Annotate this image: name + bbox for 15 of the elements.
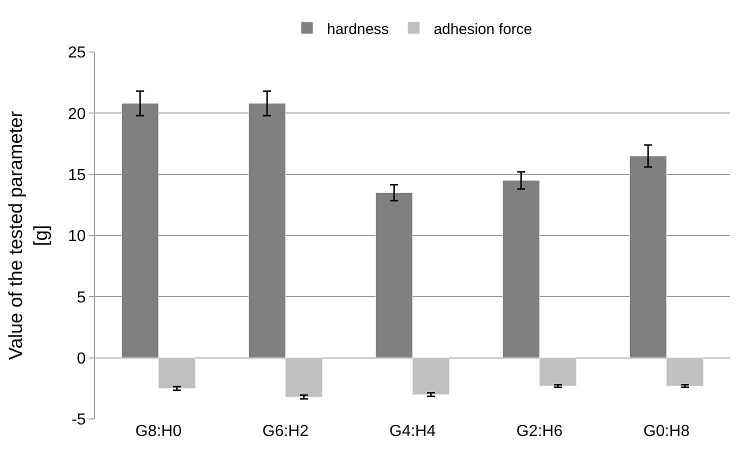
x-tick-label: G0:H8 xyxy=(643,423,690,440)
y-tick-label: 15 xyxy=(68,166,86,184)
legend-label: adhesion force xyxy=(434,20,532,38)
y-tick-label: -5 xyxy=(72,412,86,429)
x-tick-label: G4:H4 xyxy=(389,423,436,440)
x-tick-label: G2:H6 xyxy=(516,423,563,440)
y-tick-label: 0 xyxy=(76,350,86,368)
legend-label: hardness xyxy=(327,20,389,38)
x-tick-label: G6:H2 xyxy=(262,423,309,440)
x-tick-label: G8:H0 xyxy=(135,423,182,440)
y-tick-label: 10 xyxy=(68,228,86,246)
y-axis-title: Value of the tested parameter [g] xyxy=(6,110,52,360)
y-tick-label: 25 xyxy=(68,44,86,62)
y-tick-label: 5 xyxy=(76,289,86,306)
y-tick-label: 20 xyxy=(68,106,86,123)
